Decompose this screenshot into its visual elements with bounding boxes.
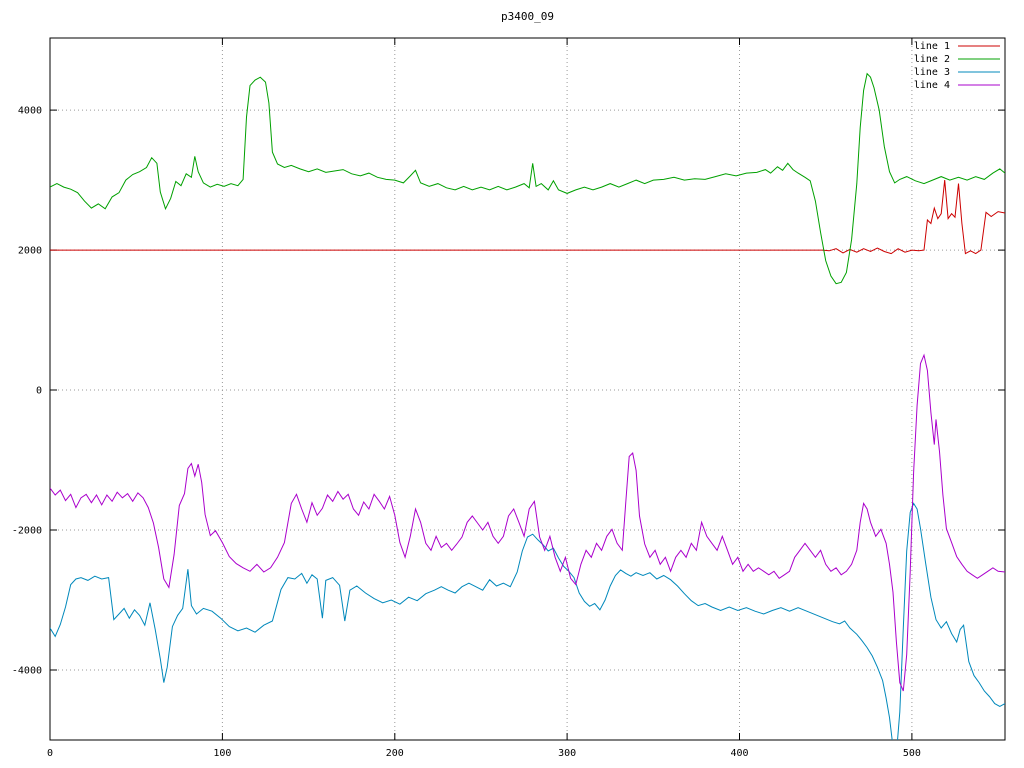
svg-text:400: 400 [730, 748, 748, 759]
svg-text:line 1: line 1 [914, 41, 950, 52]
svg-text:0: 0 [36, 386, 42, 397]
svg-text:4000: 4000 [18, 106, 42, 117]
svg-text:line 3: line 3 [914, 67, 950, 78]
svg-text:line 4: line 4 [914, 80, 950, 91]
svg-text:-2000: -2000 [12, 526, 42, 537]
svg-text:0: 0 [47, 748, 53, 759]
svg-text:2000: 2000 [18, 246, 42, 257]
svg-text:200: 200 [386, 748, 404, 759]
svg-text:100: 100 [213, 748, 231, 759]
svg-text:500: 500 [903, 748, 921, 759]
svg-text:-4000: -4000 [12, 666, 42, 677]
svg-text:line 2: line 2 [914, 54, 950, 65]
svg-text:300: 300 [558, 748, 576, 759]
chart-title: p3400_09 [501, 10, 554, 23]
